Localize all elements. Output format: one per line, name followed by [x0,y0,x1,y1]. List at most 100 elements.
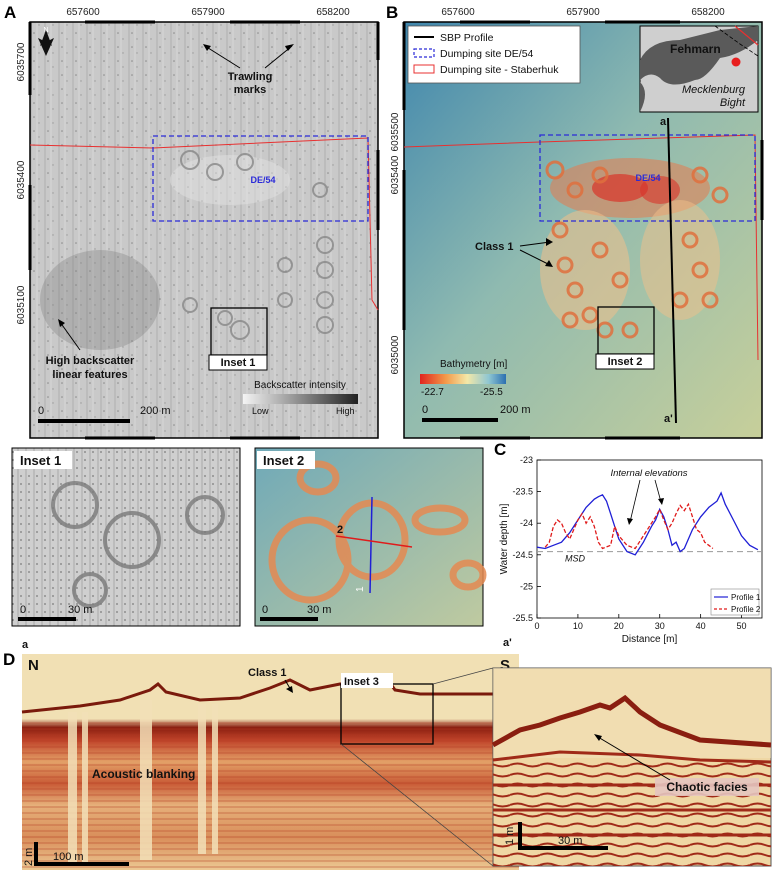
inset1-panel: Inset 1 0 30 m [11,447,241,627]
inset3-connector-2 [340,743,494,867]
y-tick-label: -23.5 [512,487,533,497]
inset3-enlarged: Chaotic facies 1 m 30 m [491,667,772,867]
d-vscale-bar [34,842,38,864]
de54-label-a: DE/54 [250,175,275,185]
b-xtick-1: 657600 [441,7,475,18]
d-hscale-bar [34,862,129,866]
d-a-label: a [22,639,29,651]
inset1-tag [208,354,268,371]
inset3-tag [341,673,393,688]
y-tick-label: -24.5 [512,550,533,560]
inset1-scale-end: 30 m [68,604,92,616]
inset2-tag-label: Inset 2 [608,356,643,368]
panel-b: B 657600 657900 658200 6035500 6035400 6… [386,3,764,440]
backscatter-map [29,21,379,439]
chart-y-ticks: -23 -23.5 -24 -24.5 -25 -25.5 [512,455,541,623]
bathy-max: -25.5 [480,387,503,398]
bathy-legend-bar [420,374,506,384]
locator-bight: Bight [720,97,746,109]
high-bs-arrow [59,321,81,351]
internal-elevations-arrow-2 [654,479,662,503]
dumping-area-texture [170,155,290,205]
internal-elevations-arrow-1 [629,479,641,523]
chart-y-label: Water depth [m] [499,503,510,574]
y-tick-label: -25 [520,581,533,591]
locator-map: Fehmarn Mecklenburg Bight [639,25,759,113]
a-scale-0: 0 [38,405,44,417]
sbp-layers [22,720,519,870]
d-hscale-label: 100 m [53,851,84,863]
profile-a-label: a [660,116,667,128]
locator-fehmarn: Fehmarn [670,42,721,56]
inset3-connector-1 [432,667,494,685]
b-scale-end: 200 m [500,404,531,416]
inset2-scale-end: 30 m [307,604,331,616]
inset2-profile-2 [335,535,413,548]
inset2-tag [595,353,655,370]
a-scale-bar [38,419,130,423]
x-tick-label: 50 [737,621,747,631]
staberhuk-boundary-b [403,134,759,361]
north-arrow-icon: N [38,27,54,56]
a-scale-end: 200 m [140,405,171,417]
chaotic-facies-label: Chaotic facies [666,780,748,794]
bs-legend-title: Backscatter intensity [254,380,346,391]
inset3-hscale-label: 30 m [558,835,582,847]
series-line-profile-1 [536,491,759,556]
d-class1-label: Class 1 [248,667,287,679]
chart-series [536,491,759,556]
b-scale-0: 0 [422,404,428,416]
inset3-tag-label: Inset 3 [344,676,379,688]
legend-profile-2: Profile 2 [731,605,761,614]
chaotic-facies-arrow [597,736,671,781]
inset1-scale-bar [18,617,76,621]
a-ytick-1: 6035700 [16,42,27,81]
b-ytick-3: 6035000 [390,335,401,374]
chart-x-ticks: 0 10 20 30 40 50 [534,614,747,631]
inset2-scale-0: 0 [262,604,268,616]
d-a2-label: a' [503,637,512,649]
internal-elevations-label: Internal elevations [610,468,687,479]
y-tick-label: -25.5 [512,613,533,623]
panel-c-label: C [494,440,506,459]
high-backscatter-zone [40,250,160,350]
inset2-scale-bar [260,617,318,621]
mound-rings-b [545,160,729,339]
bathy-min: -22.7 [421,387,444,398]
inset2-panel: 1 2 Inset 2 0 30 m [254,447,487,627]
inset2-title-bg [257,451,315,469]
de54-label-b: DE/54 [635,173,660,183]
x-tick-label: 30 [655,621,665,631]
b-ytick-2: 6035400 [390,155,401,194]
panel-d-label: D [3,650,15,669]
chart-x-label: Distance [m] [622,634,678,645]
locator-mecklenburg: Mecklenburg [682,84,746,96]
a-xtick-2: 657900 [191,7,225,18]
d-south-label: S [500,657,510,674]
y-tick-label: -24 [520,518,533,528]
d-north-label: N [28,657,39,674]
class1-label-b: Class 1 [475,241,514,253]
panel-a-label: A [4,3,16,22]
legend-profile-1: Profile 1 [731,593,761,602]
x-tick-label: 10 [573,621,583,631]
inset3-vscale-label: 1 m [504,827,516,845]
inset2-profile-1 [369,496,373,594]
svg-text:N: N [43,27,48,34]
bs-legend-low: Low [252,406,269,416]
a-xtick-3: 658200 [316,7,350,18]
d-vscale-label: 2 m [23,848,35,866]
trawling-label-2: marks [234,84,266,96]
inset1-title-bg [14,451,72,469]
b-legend-sbp: SBP Profile [440,32,494,44]
inset1-tag-label: Inset 1 [221,357,256,369]
inset2-image [254,447,484,627]
b-legend [407,25,581,84]
x-tick-label: 40 [696,621,706,631]
panel-a: A 657600 657900 658200 6035700 6035400 6… [4,3,380,440]
inset1-title: Inset 1 [20,453,61,468]
a-ytick-2: 6035400 [16,160,27,199]
trawling-arrow-1 [204,45,241,69]
trawling-label-1: Trawling [228,71,273,83]
